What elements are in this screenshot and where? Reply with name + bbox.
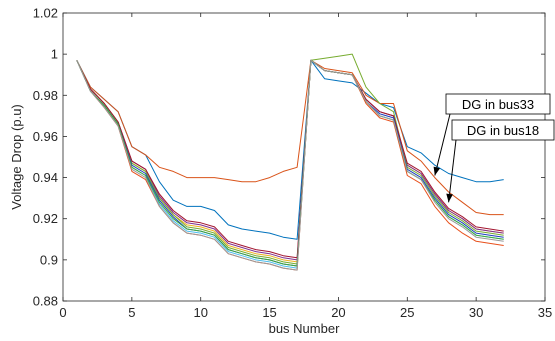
x-tick-label: 35 [538,305,552,320]
annotation-arrowhead [446,193,453,203]
series-line-1 [76,59,504,240]
x-tick-label: 15 [262,305,276,320]
annotation-label: DG in bus18 [467,123,539,138]
annotation-arrowhead [433,166,441,176]
y-tick-label: 0.88 [33,294,58,309]
series-line-5 [76,53,504,265]
annotation-box [445,93,551,115]
series-line-2 [76,59,504,216]
series-line-11 [76,59,504,271]
x-axis-ticks: 0 5 10 15 20 25 30 35 [59,13,552,320]
x-tick-label: 25 [400,305,414,320]
annotations-layer: DG in bus33 DG in bus18 [433,93,555,203]
y-axis-label: Voltage Drop (p.u) [9,104,24,210]
y-axis-ticks: 0.88 0.9 0.92 0.94 0.96 0.98 1 1.02 [33,6,545,309]
series-line-7 [76,59,504,259]
y-tick-label: 0.92 [33,211,58,226]
x-tick-label: 10 [193,305,207,320]
x-tick-label: 20 [331,305,345,320]
y-tick-label: 0.94 [33,170,58,185]
series-line-10 [76,59,504,267]
y-tick-label: 0.96 [33,129,58,144]
annotation-box [451,119,555,141]
y-tick-label: 1 [51,47,58,62]
series-layer [76,53,504,271]
y-tick-label: 0.9 [40,252,58,267]
x-axis-label: bus Number [269,321,340,336]
x-tick-label: 5 [128,305,135,320]
y-tick-label: 0.98 [33,88,58,103]
annotation-label: DG in bus33 [462,97,534,112]
x-tick-label: 30 [469,305,483,320]
x-tick-label: 0 [59,305,66,320]
plot-frame [62,12,546,302]
y-tick-label: 1.02 [33,6,58,21]
annotation-arrow [448,139,457,203]
annotation-arrow [434,113,451,176]
